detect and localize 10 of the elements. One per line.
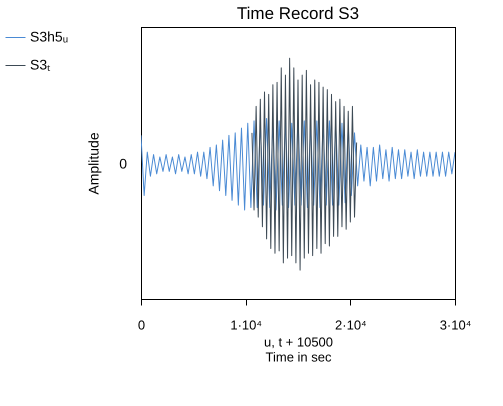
x-axis-title: u, t + 10500 Time in sec: [264, 334, 334, 364]
x-tick-label: 0: [138, 318, 146, 332]
legend-label: S3ₜ: [30, 56, 52, 72]
text: 0: [119, 155, 128, 172]
x-tick-label: 2·10⁴: [335, 318, 367, 332]
x-tick-label: 3·10⁴: [440, 318, 472, 332]
x-tick-label: 1·10⁴: [230, 318, 262, 332]
y-axis-title: Amplitude: [86, 132, 102, 195]
legend-label: S3h5ᵤ: [30, 28, 68, 44]
chart-title: Time Record S3: [236, 4, 360, 23]
